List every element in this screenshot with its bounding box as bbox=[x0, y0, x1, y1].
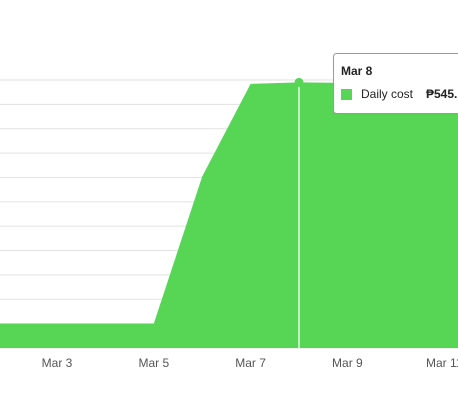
x-tick-label: Mar 5 bbox=[138, 356, 169, 370]
x-tick-label: Mar 3 bbox=[42, 356, 73, 370]
tooltip-value: ₱545. bbox=[426, 87, 457, 101]
area bbox=[0, 82, 458, 348]
tooltip-series: Daily cost bbox=[361, 87, 414, 101]
tooltip-title: Mar 8 bbox=[341, 64, 373, 78]
x-tick-label: Mar 11 bbox=[426, 356, 458, 370]
tooltip-box bbox=[333, 53, 458, 114]
hover-point bbox=[294, 77, 304, 87]
tooltip-swatch bbox=[341, 89, 352, 100]
x-tick-label: Mar 7 bbox=[235, 356, 266, 370]
x-tick-label: Mar 9 bbox=[332, 356, 363, 370]
tooltip: Mar 8 Daily cost ₱545. bbox=[333, 53, 458, 114]
